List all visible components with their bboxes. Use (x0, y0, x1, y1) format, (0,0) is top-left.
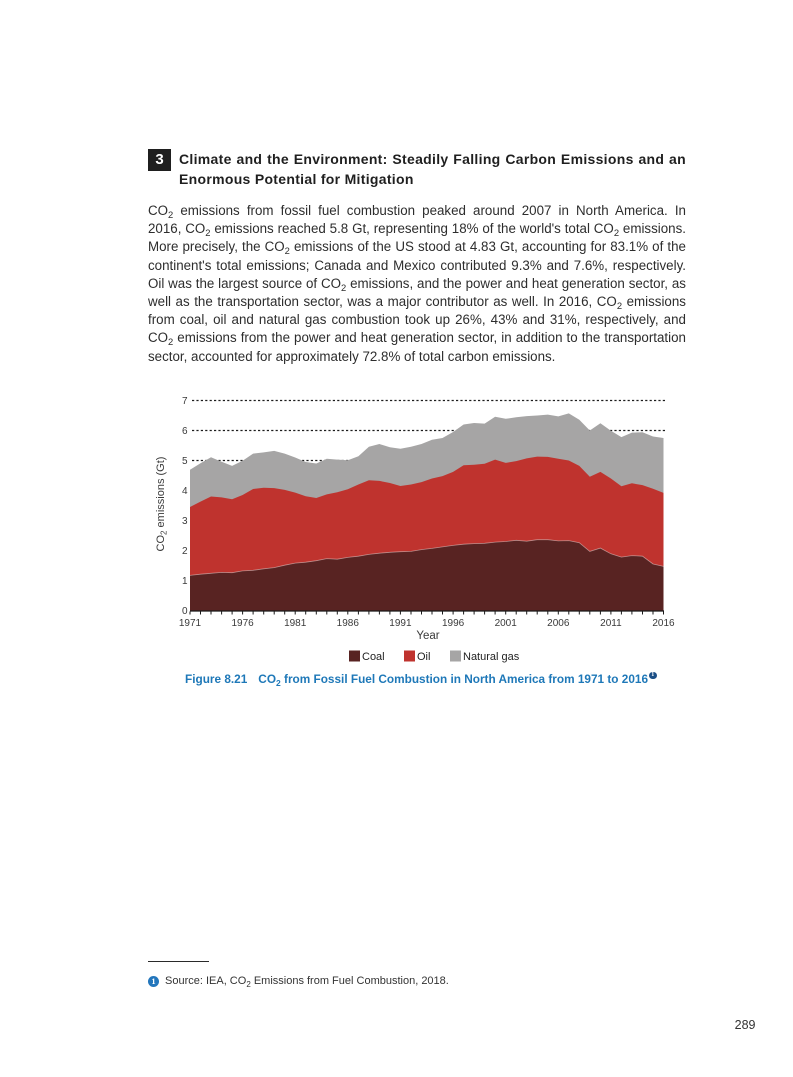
svg-text:5: 5 (182, 456, 188, 467)
svg-text:2006: 2006 (547, 618, 570, 629)
svg-text:6: 6 (182, 426, 188, 437)
svg-text:Oil: Oil (417, 651, 430, 663)
svg-text:0: 0 (182, 606, 188, 617)
svg-text:1996: 1996 (442, 618, 465, 629)
svg-text:1971: 1971 (179, 618, 202, 629)
svg-text:Year: Year (416, 630, 439, 642)
svg-text:3: 3 (182, 516, 188, 527)
svg-text:1986: 1986 (337, 618, 360, 629)
svg-text:1976: 1976 (231, 618, 254, 629)
svg-text:CO2 emissions (Gt): CO2 emissions (Gt) (155, 457, 169, 552)
svg-text:7: 7 (182, 396, 188, 407)
svg-text:Coal: Coal (362, 651, 385, 663)
svg-text:Natural gas: Natural gas (463, 651, 520, 663)
svg-text:1981: 1981 (284, 618, 307, 629)
svg-text:1: 1 (182, 576, 188, 587)
svg-text:2: 2 (182, 546, 188, 557)
svg-text:2011: 2011 (600, 618, 622, 629)
svg-text:2001: 2001 (495, 618, 518, 629)
svg-text:1991: 1991 (389, 618, 412, 629)
svg-text:4: 4 (182, 486, 188, 497)
svg-text:2016: 2016 (652, 618, 675, 629)
